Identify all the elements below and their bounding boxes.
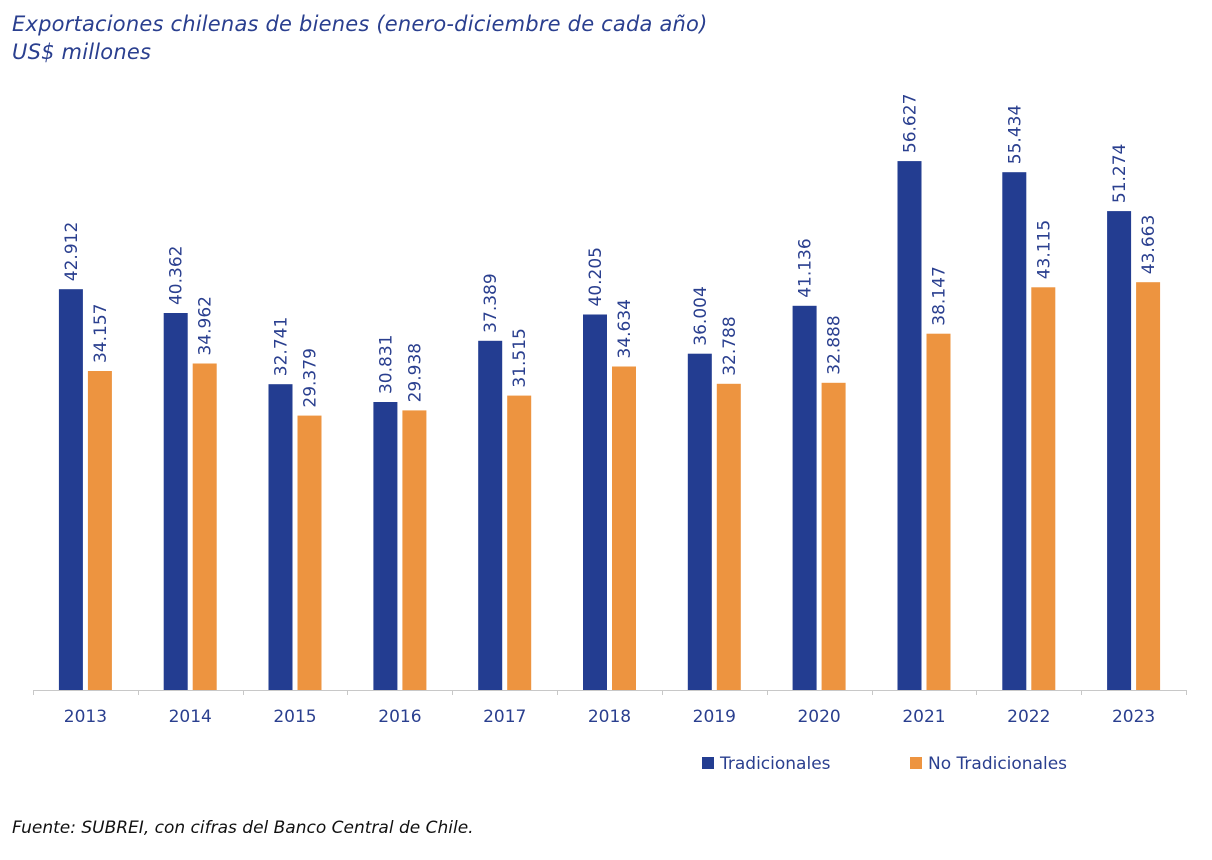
- bar-tradicionales-2013: [58, 289, 83, 690]
- x-tick-label: 2020: [797, 707, 840, 727]
- bar-no-tradicionales-2015: [297, 415, 322, 690]
- chart-title-block: Exportaciones chilenas de bienes (enero-…: [12, 10, 708, 66]
- bars-group: [58, 161, 1161, 691]
- bar-no-tradicionales-2016: [402, 410, 427, 690]
- data-label: 29.938: [405, 343, 425, 402]
- data-label: 34.157: [91, 304, 111, 363]
- data-label: 43.115: [1034, 220, 1054, 279]
- legend: Tradicionales No Tradicionales: [702, 754, 1067, 774]
- data-label: 42.912: [62, 222, 82, 281]
- bar-no-tradicionales-2020: [821, 382, 846, 690]
- bar-no-tradicionales-2014: [192, 363, 217, 690]
- data-label: 40.205: [586, 247, 606, 306]
- data-labels-group: 42.912 34.157 40.362 34.962 32.741 29.379 30.8…: [62, 94, 1159, 408]
- data-label: 37.389: [481, 273, 501, 332]
- legend-label: Tradicionales: [719, 754, 831, 774]
- chart-subtitle: US$ millones: [12, 40, 152, 64]
- x-tick-label: 2021: [902, 707, 945, 727]
- data-label: 56.627: [901, 94, 921, 153]
- chart-title: Exportaciones chilenas de bienes (enero-…: [12, 12, 708, 36]
- x-tick-label: 2018: [588, 707, 631, 727]
- x-tick-label: 2022: [1007, 707, 1050, 727]
- legend-label: No Tradicionales: [928, 754, 1067, 774]
- x-tick-label: 2015: [273, 707, 316, 727]
- data-label: 32.788: [720, 316, 740, 375]
- x-tick-label: 2019: [693, 707, 736, 727]
- bar-tradicionales-2019: [687, 353, 712, 690]
- bar-no-tradicionales-2022: [1031, 287, 1056, 690]
- data-label: 34.962: [196, 296, 216, 355]
- bar-tradicionales-2018: [583, 314, 607, 690]
- bar-tradicionales-2017: [478, 340, 503, 690]
- x-tick-label: 2013: [64, 707, 107, 727]
- bar-no-tradicionales-2019: [716, 383, 741, 690]
- data-label: 29.379: [301, 348, 321, 407]
- data-label: 43.663: [1139, 215, 1159, 274]
- bar-tradicionales-2022: [1002, 172, 1027, 690]
- bar-tradicionales-2020: [792, 305, 817, 690]
- bar-tradicionales-2023: [1107, 211, 1132, 690]
- data-label: 32.741: [272, 317, 292, 376]
- bar-tradicionales-2015: [268, 384, 293, 690]
- data-label: 34.634: [615, 299, 635, 358]
- bar-no-tradicionales-2021: [926, 333, 951, 690]
- data-label: 51.274: [1110, 144, 1130, 203]
- x-tick-label: 2014: [169, 707, 212, 727]
- bar-tradicionales-2014: [163, 313, 188, 690]
- x-tick-label: 2017: [483, 707, 526, 727]
- data-label: 41.136: [796, 238, 816, 297]
- bar-tradicionales-2021: [897, 161, 922, 691]
- data-label: 55.434: [1005, 105, 1025, 164]
- bar-no-tradicionales-2013: [87, 371, 112, 690]
- data-label: 31.515: [510, 328, 530, 387]
- data-label: 30.831: [376, 335, 396, 394]
- bar-no-tradicionales-2023: [1136, 282, 1161, 690]
- bar-tradicionales-2016: [373, 402, 398, 690]
- bar-no-tradicionales-2017: [507, 395, 532, 690]
- x-tick-label: 2016: [378, 707, 421, 727]
- data-label: 38.147: [930, 266, 950, 325]
- bar-no-tradicionales-2018: [612, 366, 636, 690]
- source-note: Fuente: SUBREI, con cifras del Banco Cen…: [12, 818, 474, 838]
- x-tick-label: 2023: [1112, 707, 1155, 727]
- legend-swatch: [910, 757, 922, 769]
- legend-swatch: [702, 757, 714, 769]
- data-label: 36.004: [691, 286, 711, 345]
- x-axis: 2013 2014 2015 2016 2017 2018 2019 2020 2021 2022…: [33, 690, 1187, 727]
- data-label: 32.888: [825, 315, 845, 374]
- data-label: 40.362: [167, 246, 187, 305]
